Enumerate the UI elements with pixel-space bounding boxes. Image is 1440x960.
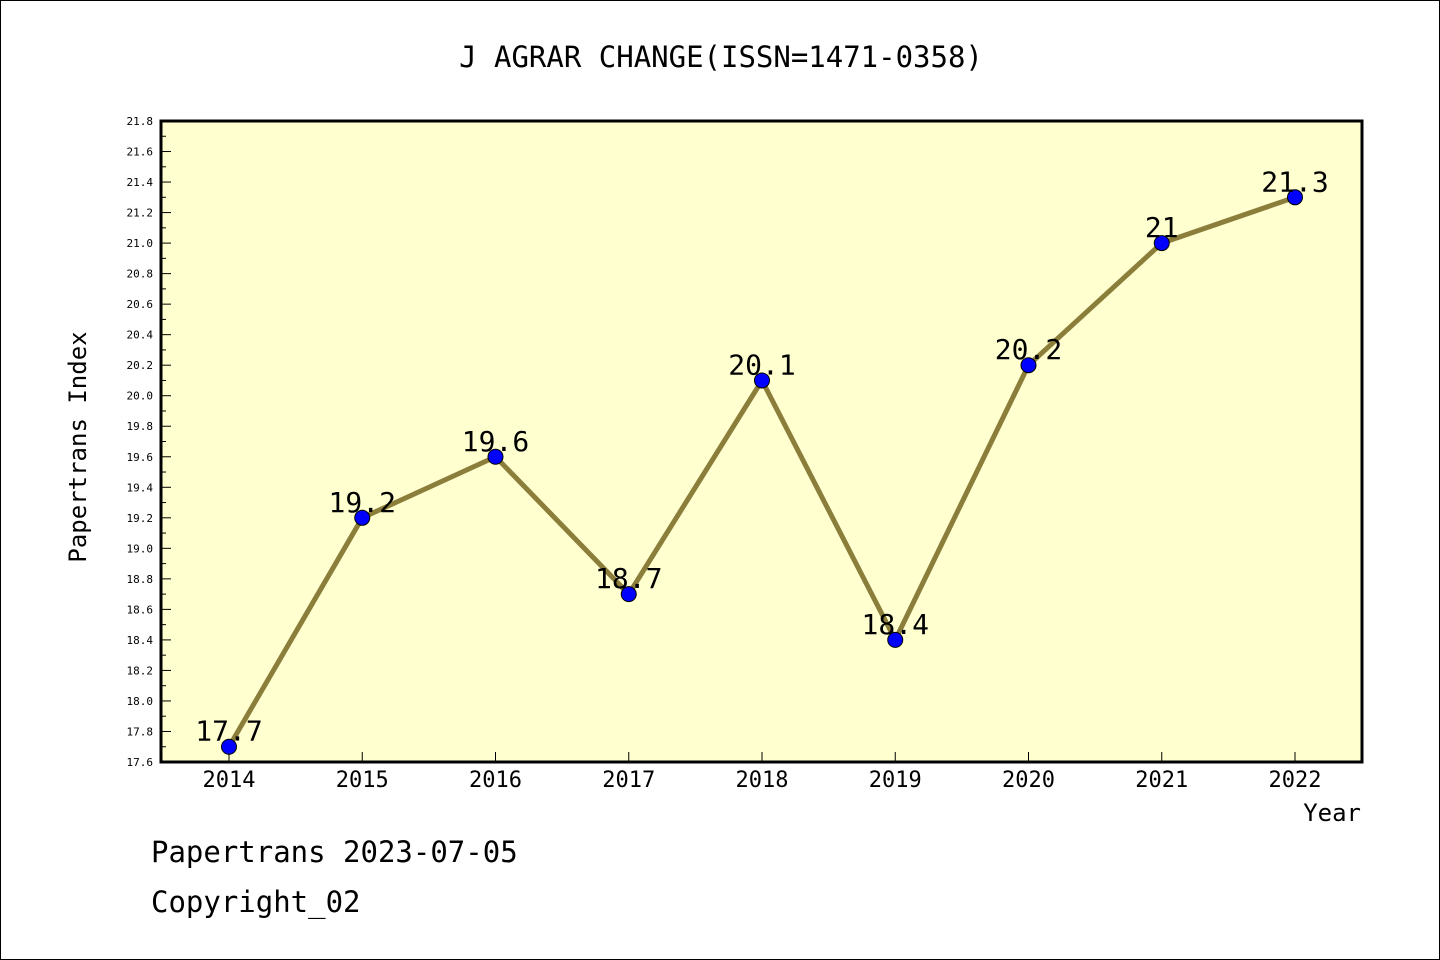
data-point [754,372,770,389]
y-tick-label: 19.4 [127,481,154,494]
data-point [221,738,237,755]
data-label: 17.7 [195,715,262,748]
data-labels: 17.7 19.2 19.6 18.7 20.1 18.4 20.2 21 21.3 [195,165,1328,747]
y-axis: 17.6 17.8 18.0 18.2 18.4 18.6 18.8 19.0 19.2 19.4… [127,115,171,769]
y-tick-label: 17.8 [127,725,154,738]
y-tick-label: 21.0 [127,237,154,250]
data-series [221,189,1303,755]
data-point [620,586,637,603]
y-tick-label: 21.4 [127,176,154,189]
y-tick-label: 18.2 [127,664,154,677]
data-label: 19.2 [329,486,396,519]
x-tick-label: 2018 [736,768,789,793]
x-tick-label: 2021 [1135,768,1188,793]
y-tick-label: 21.6 [127,146,154,159]
footer-date: Papertrans 2023-07-05 [151,835,518,869]
y-tick-label: 20.4 [127,329,154,342]
data-label: 18.7 [595,562,662,595]
data-label: 18.4 [862,608,929,641]
y-tick-label: 21.2 [127,207,154,220]
x-tick-label: 2014 [203,768,256,793]
y-tick-label: 18.6 [127,603,154,616]
data-point [887,631,904,648]
x-tick-label: 2016 [469,768,522,793]
y-tick-label: 20.2 [127,359,154,372]
data-label: 21.3 [1261,165,1328,198]
x-tick-label: 2015 [336,768,389,793]
data-point [487,448,504,465]
y-tick-label: 20.0 [127,390,154,403]
data-point [1153,235,1170,252]
x-tick-label: 2022 [1269,768,1322,793]
footer-copyright: Copyright_02 [151,885,361,919]
y-tick-label: 18.4 [127,634,154,647]
y-tick-label: 19.6 [127,451,154,464]
y-tick-label: 18.0 [127,695,154,708]
x-tick-label: 2019 [869,768,922,793]
data-point [1020,357,1037,374]
x-tick-label: 2020 [1002,768,1055,793]
y-tick-label: 19.8 [127,420,154,433]
chart-title: J AGRAR CHANGE(ISSN=1471-0358) [459,40,983,74]
data-point [1287,189,1303,206]
y-tick-label: 20.6 [127,298,154,311]
y-tick-label: 17.6 [127,756,154,769]
data-label: 20.1 [728,348,795,381]
data-label: 19.6 [462,425,529,458]
plot-area [159,119,1364,764]
x-axis-label: Year [1303,799,1361,827]
data-point [354,509,371,526]
data-label: 20.2 [995,333,1062,366]
y-tick-label: 19.2 [127,512,154,525]
y-tick-label: 19.0 [127,542,154,555]
y-axis-label: Papertrans Index [64,331,92,562]
data-label: 21 [1145,211,1179,244]
y-tick-label: 20.8 [127,268,154,281]
y-tick-label: 21.8 [127,115,154,128]
x-tick-label: 2017 [602,768,655,793]
x-axis: 2014 2015 2016 2017 2018 2019 2020 2021 2022 [203,752,1322,793]
y-tick-label: 18.8 [127,573,154,586]
